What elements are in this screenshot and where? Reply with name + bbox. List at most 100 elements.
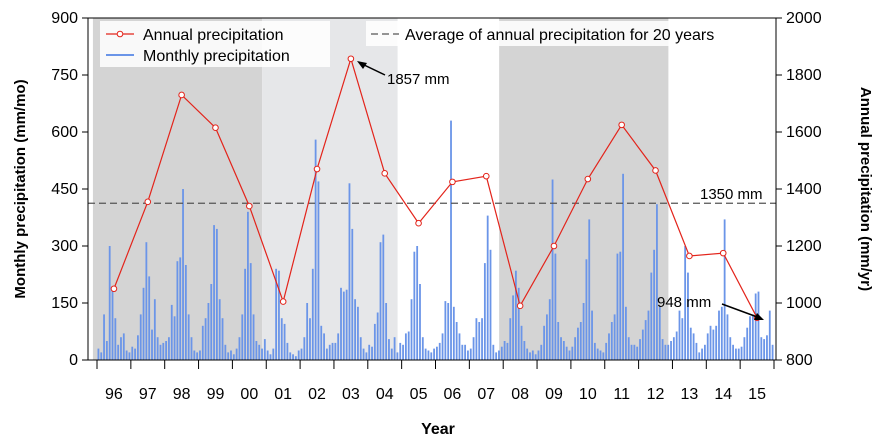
monthly-bar	[407, 331, 410, 360]
monthly-bar	[165, 341, 168, 360]
monthly-bar	[537, 350, 540, 360]
monthly-bar	[658, 306, 661, 360]
annual-line-path	[113, 56, 758, 319]
monthly-bar	[596, 348, 599, 360]
monthly-bar	[114, 318, 117, 360]
monthly-bar	[436, 346, 438, 360]
monthly-bar	[371, 346, 373, 360]
x-tick-label: 05	[410, 386, 428, 403]
monthly-bar	[263, 339, 266, 360]
monthly-bar	[458, 333, 461, 360]
monthly-bar	[148, 276, 151, 360]
monthly-bar	[483, 263, 486, 360]
monthly-bar	[523, 341, 526, 360]
monthly-bar	[562, 341, 565, 360]
monthly-bar	[283, 323, 286, 360]
monthly-bar	[695, 342, 698, 360]
monthly-bar	[103, 314, 105, 360]
monthly-bar	[162, 342, 165, 360]
y-left-tick-label: 600	[51, 124, 78, 141]
monthly-bar	[650, 272, 653, 360]
annual-point	[212, 124, 219, 132]
y-left-tick-label: 150	[51, 295, 78, 312]
monthly-bar	[196, 352, 199, 360]
monthly-bar	[506, 342, 509, 360]
monthly-bar	[286, 342, 289, 360]
monthly-bar	[616, 253, 619, 360]
monthly-bar	[622, 173, 624, 360]
monthly-bar	[108, 246, 111, 360]
monthly-bar	[368, 344, 371, 360]
monthly-bar	[729, 337, 732, 360]
monthly-bar	[303, 337, 306, 360]
annual-point	[110, 285, 118, 293]
monthly-bar	[675, 331, 678, 360]
x-axis-title: Year	[421, 421, 455, 438]
monthly-bar	[582, 303, 585, 360]
monthly-bar	[452, 306, 455, 360]
monthly-bar	[241, 314, 244, 360]
monthly-bar	[97, 348, 100, 360]
axes: 0150300450600750900800100012001400160018…	[51, 10, 821, 403]
legend: Annual precipitation Monthly precipitati…	[100, 21, 773, 67]
monthly-bar	[337, 333, 340, 360]
monthly-bar	[385, 303, 388, 360]
monthly-bar	[261, 348, 263, 360]
monthly-bar	[292, 354, 294, 360]
x-tick-label: 14	[714, 386, 732, 403]
monthly-bar	[656, 204, 658, 360]
monthly-bar	[715, 325, 718, 360]
monthly-bar	[393, 337, 396, 360]
monthly-bar	[142, 287, 145, 360]
legend-monthly-label: Monthly precipitation	[143, 48, 290, 65]
monthly-bar	[757, 291, 760, 360]
monthly-bar	[749, 316, 751, 360]
monthly-bar	[735, 348, 737, 360]
legend-average-label: Average of annual precipitation for 20 y…	[405, 27, 714, 44]
monthly-bar	[314, 139, 317, 360]
monthly-bar	[667, 344, 670, 360]
monthly-bar	[278, 270, 280, 360]
monthly-bar	[258, 344, 261, 360]
annual-point	[686, 252, 693, 260]
x-tick-label: 11	[613, 386, 630, 403]
monthly-bar	[105, 341, 108, 360]
monthly-bar	[224, 344, 227, 360]
monthly-bar	[647, 310, 650, 360]
monthly-bar	[639, 339, 641, 360]
monthly-bar	[340, 287, 342, 360]
monthly-bar	[526, 348, 529, 360]
monthly-bar	[593, 342, 596, 360]
shaded-period-1	[262, 18, 398, 360]
annual-point	[584, 175, 592, 183]
monthly-bar	[345, 289, 348, 360]
monthly-bar	[373, 323, 376, 360]
monthly-bar	[610, 322, 613, 360]
monthly-bar	[613, 314, 616, 360]
monthly-bar	[362, 348, 365, 360]
annual-point	[178, 91, 185, 99]
monthly-bar	[111, 287, 114, 360]
monthly-bar	[746, 327, 749, 360]
monthly-bar	[247, 211, 249, 360]
monthly-bar	[720, 306, 723, 360]
monthly-bar	[743, 337, 746, 360]
monthly-bar	[461, 344, 464, 360]
monthly-bar	[472, 337, 475, 360]
monthly-bar	[574, 337, 577, 360]
monthly-bar	[709, 325, 712, 360]
x-tick-label: 13	[680, 386, 698, 403]
x-tick-label: 01	[274, 386, 292, 403]
monthly-bar	[331, 342, 334, 360]
monthly-bar	[641, 329, 644, 360]
monthly-bar	[625, 306, 627, 360]
monthly-bar	[540, 344, 543, 360]
monthly-bar	[492, 344, 495, 360]
monthly-bar	[486, 215, 489, 360]
monthly-bar	[134, 348, 136, 360]
monthly-bar	[136, 335, 139, 360]
monthly-bar	[630, 344, 633, 360]
monthly-bar	[210, 284, 213, 360]
monthly-bar	[512, 295, 514, 360]
monthly-bar	[467, 350, 469, 360]
